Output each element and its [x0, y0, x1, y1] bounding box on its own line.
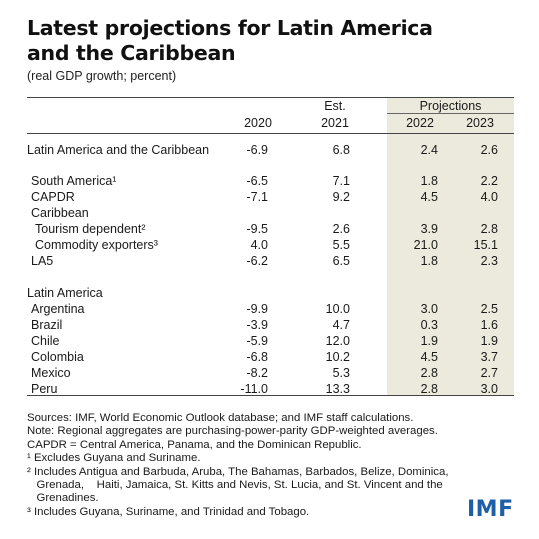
cell-2020: -7.1 [246, 190, 268, 204]
row-label: Peru [31, 382, 58, 396]
cell-2020: -9.5 [246, 222, 268, 236]
row-label: Latin America and the Caribbean [27, 143, 210, 157]
cell-2022: 3.0 [420, 302, 438, 316]
note-3: ³ Includes Guyana, Suriname, and Trinida… [27, 505, 310, 518]
cell-2021: 9.2 [332, 190, 350, 204]
cell-2020: -9.9 [246, 302, 268, 316]
note-2-line-1: ² Includes Antigua and Barbuda, Aruba, T… [27, 465, 449, 478]
header-projections: Projections [419, 99, 482, 113]
page-title: Latest projections for Latin America and… [27, 16, 507, 66]
cell-2023: 2.5 [480, 302, 498, 316]
cell-2021: 10.2 [325, 350, 350, 364]
row-label: South America¹ [31, 174, 117, 188]
cell-2021: 13.3 [325, 382, 350, 396]
header-rule [27, 133, 514, 134]
cell-2020: 4.0 [250, 238, 268, 252]
projections-underline [387, 113, 514, 114]
note-sources: Sources: IMF, World Economic Outlook dat… [27, 412, 414, 424]
cell-2021: 5.3 [332, 366, 350, 380]
header-2021: 2021 [321, 116, 349, 130]
cell-2020: -3.9 [246, 318, 268, 332]
row-label: LA5 [31, 254, 54, 268]
cell-2022: 1.9 [420, 334, 438, 348]
cell-2020: -6.2 [246, 254, 268, 268]
top-rule [27, 97, 514, 98]
cell-2021: 5.5 [332, 238, 350, 252]
cell-2023: 15.1 [473, 238, 498, 252]
cell-2023: 2.6 [480, 143, 498, 157]
cell-2020: -11.0 [240, 382, 268, 396]
header-est: Est. [324, 99, 346, 113]
cell-2023: 2.7 [480, 366, 498, 380]
cell-2023: 2.8 [480, 222, 498, 236]
cell-2022: 4.5 [420, 350, 438, 364]
header-2023: 2023 [466, 116, 494, 130]
cell-2022: 4.5 [420, 190, 438, 204]
row-label: Mexico [31, 366, 71, 380]
cell-2021: 4.7 [332, 318, 350, 332]
cell-2020: -6.9 [246, 143, 268, 157]
title-line-2: and the Caribbean [27, 41, 236, 65]
note-2-line-3: Grenadines. [27, 492, 99, 505]
footnotes: Sources: IMF, World Economic Outlook dat… [27, 412, 497, 519]
cell-2022: 2.8 [420, 366, 438, 380]
row-label: Commodity exporters³ [35, 238, 158, 252]
cell-2021: 12.0 [325, 334, 350, 348]
row-label: Brazil [31, 318, 63, 332]
cell-2020: -8.2 [246, 366, 268, 380]
cell-2022: 2.8 [420, 382, 438, 396]
row-label: Caribbean [31, 206, 89, 220]
cell-2023: 1.9 [480, 334, 498, 348]
bottom-rule [27, 395, 514, 396]
cell-2020: -6.8 [246, 350, 268, 364]
cell-2020: -6.5 [246, 174, 268, 188]
cell-2021: 7.1 [332, 174, 350, 188]
cell-2021: 6.5 [332, 254, 350, 268]
row-label: Latin America [27, 286, 103, 300]
cell-2022: 0.3 [420, 318, 438, 332]
note-1: ¹ Excludes Guyana and Suriname. [27, 452, 201, 465]
cell-2023: 4.0 [480, 190, 498, 204]
cell-2022: 1.8 [420, 254, 438, 268]
note-2-line-2: Grenada, Haiti, Jamaica, St. Kitts and N… [27, 479, 443, 492]
cell-2021: 2.6 [332, 222, 350, 236]
cell-2022: 2.4 [420, 143, 438, 157]
cell-2022: 3.9 [420, 222, 438, 236]
cell-2021: 6.8 [332, 143, 350, 157]
cell-2020: -5.9 [246, 334, 268, 348]
note-capdr: CAPDR = Central America, Panama, and the… [27, 438, 362, 451]
header-2022: 2022 [406, 116, 434, 130]
imf-logo: IMF [467, 497, 514, 522]
projections-shading [387, 97, 514, 395]
header-2020: 2020 [244, 116, 272, 130]
note-aggregates: Note: Regional aggregates are purchasing… [27, 425, 438, 438]
cell-2022: 21.0 [413, 238, 438, 252]
row-label: Colombia [31, 350, 84, 364]
row-label: Chile [31, 334, 60, 348]
cell-2021: 10.0 [325, 302, 350, 316]
cell-2023: 2.3 [480, 254, 498, 268]
title-line-1: Latest projections for Latin America [27, 16, 433, 40]
cell-2023: 1.6 [480, 318, 498, 332]
row-label: Argentina [31, 302, 85, 316]
cell-2023: 3.0 [480, 382, 498, 396]
cell-2023: 2.2 [480, 174, 498, 188]
cell-2023: 3.7 [480, 350, 498, 364]
cell-2022: 1.8 [420, 174, 438, 188]
subtitle: (real GDP growth; percent) [27, 69, 177, 83]
row-label: CAPDR [31, 190, 75, 204]
row-label: Tourism dependent² [35, 222, 146, 236]
